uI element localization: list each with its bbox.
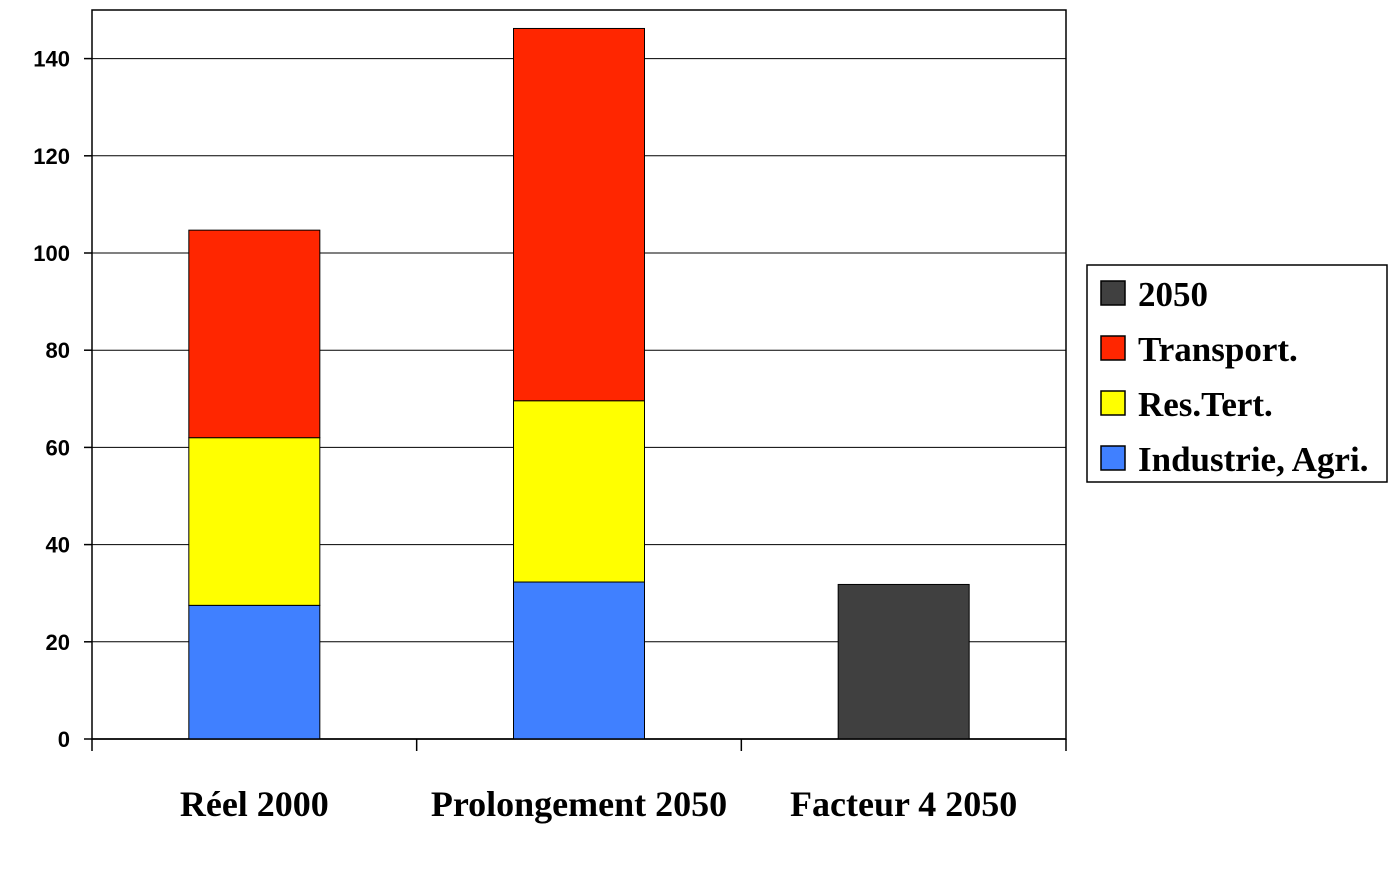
x-tick-label: Réel 2000 <box>180 784 329 824</box>
y-tick-labels: 0 20 40 60 80 100 120 140 <box>33 47 70 752</box>
bar-segment <box>513 400 645 583</box>
x-tick-labels: Réel 2000 Prolongement 2050 Facteur 4 2050 <box>180 784 1017 824</box>
bars <box>188 27 970 740</box>
bar-segment <box>513 581 645 740</box>
legend-swatch <box>1100 445 1126 471</box>
legend-box <box>1086 264 1388 483</box>
y-tick-label: 80 <box>46 338 70 363</box>
legend-label: Industrie, Agri. <box>1138 440 1368 479</box>
bar-segment <box>513 27 645 402</box>
bar-segment <box>188 229 321 439</box>
axes <box>91 738 1067 751</box>
y-tick-label: 0 <box>58 727 70 752</box>
y-tick-label: 60 <box>46 435 70 460</box>
y-tick-label: 100 <box>33 241 70 266</box>
y-tick-label: 20 <box>46 630 70 655</box>
bar-segment <box>188 604 321 740</box>
legend-label: 2050 <box>1138 275 1208 314</box>
legend-swatch <box>1100 390 1126 416</box>
legend-swatch <box>1100 280 1126 306</box>
legend-swatch <box>1100 335 1126 361</box>
x-tick-label: Facteur 4 2050 <box>790 784 1017 824</box>
y-tick-label: 40 <box>46 533 70 558</box>
x-tick-label: Prolongement 2050 <box>431 784 727 824</box>
bar-segment <box>188 437 321 606</box>
legend-label: Transport. <box>1138 330 1298 369</box>
bar-segment <box>837 583 970 740</box>
legend-label: Res.Tert. <box>1138 385 1273 424</box>
y-tick-label: 120 <box>33 144 70 169</box>
legend: 2050 Transport. Res.Tert. Industrie, Agri. <box>1086 264 1388 483</box>
y-tick-label: 140 <box>33 47 70 72</box>
